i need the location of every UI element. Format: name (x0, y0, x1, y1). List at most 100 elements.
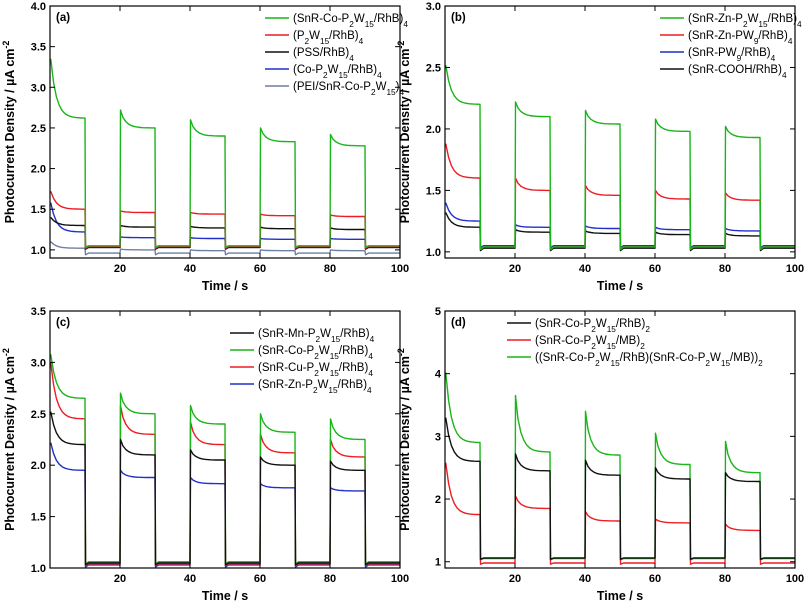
x-tick-label: 20 (509, 263, 521, 275)
legend-entry: (SnR-Zn-P2W15/RhB)4 (258, 379, 372, 395)
y-axis-title: Photocurrent Density / µA cm-2 (1, 348, 17, 531)
y-tick-label: 4 (435, 369, 442, 381)
plot-frame (444, 310, 796, 569)
x-tick-label: 100 (786, 263, 804, 275)
legend-entry: (SnR-Mn-P2W15/RhB)4 (258, 328, 375, 344)
y-tick-label: 2.0 (426, 124, 441, 136)
x-tick-label: 60 (254, 573, 266, 585)
legend-entry: (Co-P2W15/RhB)4 (293, 64, 382, 80)
x-tick-label: 40 (184, 573, 196, 585)
y-axis-title: Photocurrent Density / µA cm-2 (1, 41, 17, 224)
x-tick-label: 20 (114, 573, 126, 585)
x-tick-label: 40 (579, 263, 591, 275)
legend: (SnR-Zn-P2W15/RhB)4(SnR-Zn-PW9/RhB)4(SnR… (660, 13, 802, 80)
y-tick-label: 3.0 (31, 357, 46, 369)
x-tick-label: 40 (184, 263, 196, 275)
legend-entry: (SnR-COOH/RhB)4 (688, 64, 787, 80)
series-line-(SnR-Co-P2W15/RhB)4 (50, 58, 400, 249)
y-tick-label: 2.0 (31, 164, 46, 176)
panel-d: 20 40 60 80 100 1 2 3 4 5 Time / s Photocurrent Den… (396, 306, 804, 603)
legend-entry: (P2W15/RhB)4 (293, 30, 364, 46)
x-axis-title: Time / s (597, 279, 643, 293)
legend-entry: (SnR-Co-P2W15/RhB)2 (535, 318, 650, 334)
x-tick-label: 40 (579, 573, 591, 585)
y-tick-label: 1.0 (31, 245, 46, 257)
legend-entry: (SnR-Co-P2W15/RhB)4 (258, 345, 373, 361)
x-tick-label: 60 (649, 263, 661, 275)
y-axis-title: Photocurrent Density / µA cm-2 (396, 41, 412, 224)
legend-entry: (SnR-Zn-P2W15/RhB)4 (688, 13, 802, 29)
y-tick-label: 2.5 (31, 123, 46, 135)
y-tick-label: 3.0 (426, 1, 441, 13)
x-axis-title: Time / s (202, 279, 248, 293)
y-tick-label: 1.0 (426, 247, 441, 259)
legend-entry: (SnR-Zn-PW9/RhB)4 (688, 30, 793, 46)
x-tick-label: 80 (324, 263, 336, 275)
y-tick-label: 1.5 (31, 204, 46, 216)
legend: (SnR-Co-P2W15/RhB)2(SnR-Co-P2W15/MB)2((S… (507, 318, 763, 368)
x-tick-label: 60 (649, 573, 661, 585)
series-line-(SnR-Mn-P2W15/RhB)4 (50, 411, 400, 566)
legend-entry: (SnR-PW9/RhB)4 (688, 47, 776, 63)
legend: (SnR-Co-P2W15/RhB)4(P2W15/RhB)4(PSS/RhB)… (265, 13, 408, 97)
x-axis-title: Time / s (202, 589, 248, 603)
panel-label: (d) (451, 317, 466, 329)
plot-frame (49, 310, 401, 569)
legend-entry: (PEI/SnR-Co-P2W15)4 (293, 81, 404, 97)
series-lines (445, 372, 795, 565)
legend: (SnR-Mn-P2W15/RhB)4(SnR-Co-P2W15/RhB)4(S… (230, 328, 375, 395)
y-tick-label: 1 (435, 557, 441, 569)
x-tick-label: 20 (509, 573, 521, 585)
y-tick-label: 1.5 (31, 512, 46, 524)
y-tick-label: 1.0 (31, 563, 46, 575)
series-line-(SnR-COOH/RhB)4 (445, 212, 795, 252)
y-tick-label: 5 (435, 306, 441, 318)
series-lines (445, 64, 795, 252)
series-line-(P2W15/RhB)4 (50, 191, 400, 249)
series-lines (50, 354, 400, 568)
x-tick-label: 60 (254, 263, 266, 275)
panel-c: 20 40 60 80 100 1.0 1.5 2.0 2.5 3.0 3.5 Time / s Pho… (1, 306, 409, 603)
x-tick-label: 80 (324, 573, 336, 585)
legend-entry: (PSS/RhB)4 (293, 47, 354, 63)
series-lines (50, 58, 400, 256)
y-tick-label: 3.5 (31, 306, 46, 318)
y-axis-title: Photocurrent Density / µA cm-2 (396, 348, 412, 531)
series-line-(SnR-Zn-P2W15/RhB)4 (445, 64, 795, 251)
legend-entry: (SnR-Co-P2W15/RhB)4 (293, 13, 408, 29)
series-line-(SnR-Zn-P2W15/RhB)4 (50, 442, 400, 568)
y-tick-label: 1.5 (426, 185, 441, 197)
y-tick-label: 2 (435, 494, 441, 506)
series-line-(SnR-Cu-P2W15/RhB)4 (50, 362, 400, 567)
legend-entry: (SnR-Cu-P2W15/RhB)4 (258, 362, 373, 378)
y-tick-label: 3 (435, 431, 441, 443)
y-tick-label: 3.0 (31, 82, 46, 94)
panel-label: (b) (451, 12, 466, 24)
legend-entry: (SnR-Co-P2W15/MB)2 (535, 335, 645, 351)
series-line-(SnR-Co-P2W15/RhB)2 (445, 417, 795, 560)
legend-entry: ((SnR-Co-P2W15/RhB)(SnR-Co-P2W15/MB))2 (535, 352, 763, 368)
x-tick-label: 100 (391, 263, 409, 275)
y-tick-label: 2.0 (31, 460, 46, 472)
panel-a: 20 40 60 80 100 1.0 1.5 2.0 2.5 3.0 3.5 4.0 Time / s… (1, 1, 409, 293)
plot-frame (49, 5, 401, 259)
series-line-(PSS/RhB)4 (50, 216, 400, 250)
x-tick-label: 80 (719, 573, 731, 585)
panel-label: (c) (56, 317, 70, 329)
y-tick-label: 2.5 (426, 62, 441, 74)
series-line-(PEI/SnR-Co-P2W15)4 (50, 241, 400, 256)
y-tick-label: 4.0 (31, 1, 46, 13)
y-tick-label: 3.5 (31, 42, 46, 54)
series-line-(SnR-Co-P2W15/MB)2 (445, 462, 795, 565)
x-axis-title: Time / s (597, 589, 643, 603)
panel-b: 20 40 60 80 100 1.0 1.5 2.0 2.5 3.0 Time / s Photoc… (396, 1, 804, 293)
x-tick-label: 20 (114, 263, 126, 275)
y-tick-label: 2.5 (31, 409, 46, 421)
x-tick-label: 100 (786, 573, 804, 585)
x-tick-label: 80 (719, 263, 731, 275)
x-tick-label: 100 (391, 573, 409, 585)
panel-label: (a) (56, 12, 70, 24)
plot-frame (444, 5, 796, 259)
